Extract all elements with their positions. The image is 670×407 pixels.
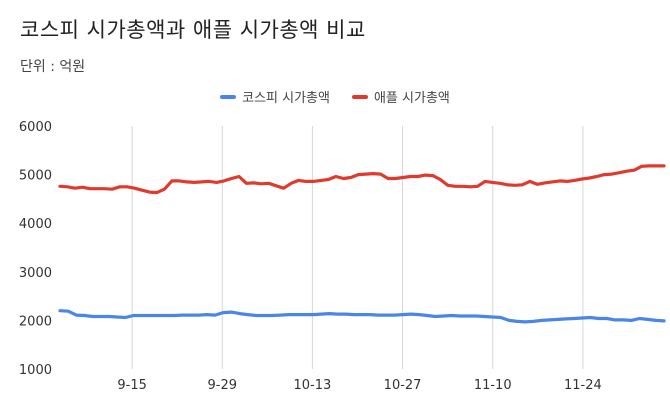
x-tick-label: 9-29 (208, 378, 238, 393)
series-line-apple (58, 164, 666, 195)
x-tick-label: 10-27 (384, 378, 422, 393)
legend-swatch-kospi (220, 94, 237, 99)
chart-subtitle: 단위 : 억원 (20, 59, 86, 75)
legend-item-kospi: 코스피 시가총액 (220, 87, 330, 106)
legend-label-apple: 애플 시가총액 (373, 91, 450, 106)
x-tick-label: 11-10 (474, 378, 512, 393)
y-tick-label: 4000 (19, 217, 52, 232)
x-tick-label: 11-24 (564, 378, 602, 393)
legend-swatch-apple (351, 94, 368, 99)
y-tick-label: 2000 (19, 314, 52, 329)
y-tick-label: 1000 (19, 363, 52, 378)
y-tick-label: 5000 (19, 169, 52, 184)
chart-title: 코스피 시가총액과 애플 시가총액 비교 (20, 18, 366, 42)
grid-lines (131, 126, 584, 369)
legend-item-apple: 애플 시가총액 (351, 87, 450, 106)
x-axis: 9-15 9-29 10-13 10-27 11-10 11-24 (117, 378, 601, 393)
series-line-kospi (58, 309, 666, 324)
x-tick-label: 10-13 (294, 378, 332, 393)
y-tick-label: 3000 (19, 266, 52, 281)
chart-legend: 코스피 시가총액 애플 시가총액 (0, 87, 670, 106)
legend-label-kospi: 코스피 시가총액 (242, 91, 330, 106)
series-lines (58, 164, 666, 324)
y-tick-label: 6000 (19, 120, 52, 135)
y-axis: 1000 2000 3000 4000 5000 6000 (19, 120, 52, 378)
x-tick-label: 9-15 (117, 378, 147, 393)
